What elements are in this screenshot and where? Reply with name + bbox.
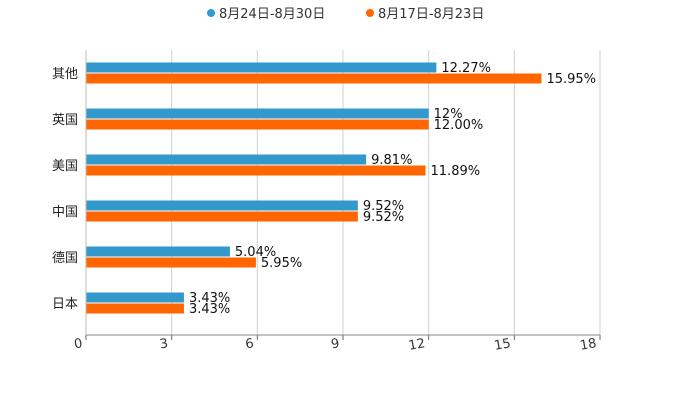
data-label: 12.00% [434,118,484,133]
legend-marker [207,9,215,17]
bar-series2[interactable] [86,303,184,314]
legend-item-1[interactable]: 8月24日-8月30日 [207,7,325,22]
legend: 8月24日-8月30日 8月17日-8月23日 [207,7,484,22]
data-label: 9.81% [371,153,412,168]
x-tick-label: 15 [493,336,512,354]
bar-series1[interactable] [86,292,184,303]
data-label: 12% [434,107,463,122]
labels: 其他 12.27% 15.95% 英国 12%12.00% 美国 9.81% 11.89% 中国… [52,61,596,317]
data-label: 3.43% [189,291,230,306]
legend-label: 8月17日-8月23日 [378,7,484,22]
x-tick-label: 3 [159,336,170,352]
data-label: 11.89% [431,164,481,179]
bar-series2[interactable] [86,211,358,222]
bar-series1[interactable] [86,200,358,211]
data-label: 12.27% [441,61,491,76]
bar-series2[interactable] [86,73,542,84]
data-label: 9.52% [363,199,404,214]
data-label: 9.52% [363,210,404,225]
bars [86,62,542,314]
gridlines [85,50,601,335]
x-tick-label: 9 [330,336,341,352]
bar-series1[interactable] [86,154,367,165]
x-tick-label: 0 [73,336,84,352]
category-label: 英国 [52,113,78,128]
category-label: 美国 [52,159,78,174]
bar-series2[interactable] [86,119,429,130]
legend-marker [366,9,374,17]
axes: 0 3 6 9 12 15 18 [73,50,601,354]
category-label: 中国 [52,205,78,220]
bar-series1[interactable] [86,108,429,119]
legend-item-2[interactable]: 8月17日-8月23日 [366,7,484,22]
data-label: 5.04% [235,245,276,260]
data-label: 15.95% [546,72,596,87]
category-label: 德国 [52,251,78,266]
x-tick-label: 6 [244,336,255,352]
legend-label: 8月24日-8月30日 [219,7,325,22]
x-tick-label: 18 [579,336,598,354]
category-label: 其他 [52,67,78,82]
bar-series1[interactable] [86,62,437,73]
x-tick-label: 12 [407,336,426,354]
category-label: 日本 [52,297,78,312]
bar-series2[interactable] [86,165,426,176]
data-label: 3.43% [189,302,230,317]
bar-series1[interactable] [86,246,230,257]
bar-series2[interactable] [86,257,256,268]
data-label: 5.95% [261,256,302,271]
